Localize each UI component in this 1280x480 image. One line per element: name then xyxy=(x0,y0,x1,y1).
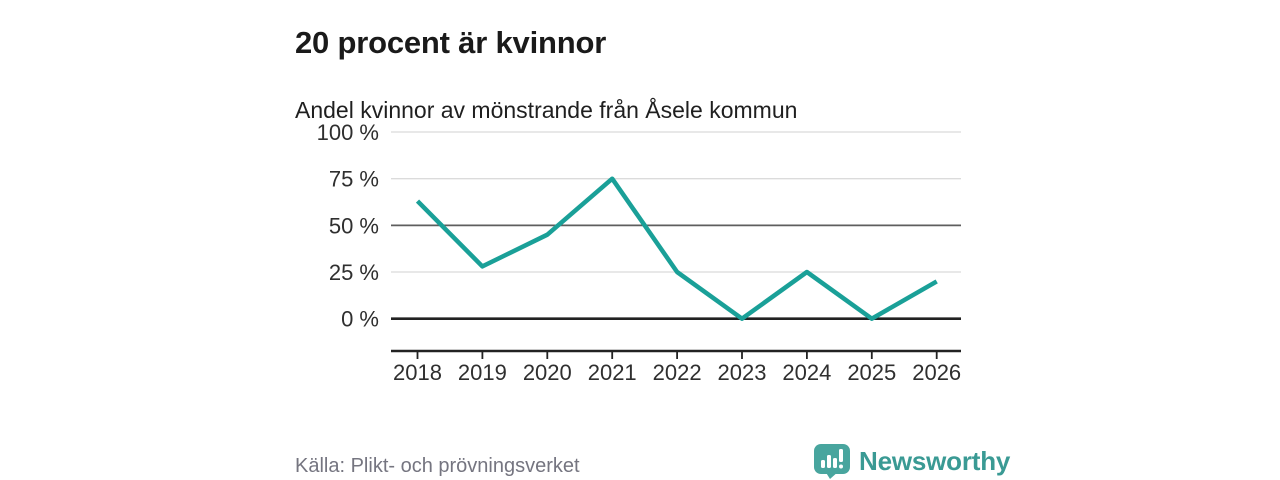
x-axis-label: 2025 xyxy=(847,360,896,385)
y-axis-label: 75 % xyxy=(329,167,379,192)
y-axis-label: 25 % xyxy=(329,260,379,285)
x-axis-label: 2018 xyxy=(393,360,442,385)
x-axis-label: 2024 xyxy=(782,360,831,385)
x-axis-label: 2026 xyxy=(912,360,961,385)
chart-title: 20 procent är kvinnor xyxy=(295,24,607,60)
x-axis-label: 2020 xyxy=(523,360,572,385)
newsworthy-wordmark: Newsworthy xyxy=(859,446,1011,476)
newsworthy-logo: Newsworthy xyxy=(813,443,1010,480)
chart-subtitle: Andel kvinnor av mönstrande från Åsele k… xyxy=(295,97,798,124)
line-chart: 0 % 25 % 50 % 75 % 100 % 2018 2019 2020 2021 2022… xyxy=(317,120,962,385)
x-axis-label: 2023 xyxy=(718,360,767,385)
x-axis-label: 2019 xyxy=(458,360,507,385)
y-axis-label: 100 % xyxy=(317,120,379,145)
data-line xyxy=(415,176,938,321)
y-axis-label: 50 % xyxy=(329,213,379,238)
x-axis-label: 2022 xyxy=(653,360,702,385)
y-axis-label: 0 % xyxy=(341,307,379,332)
x-axis-label: 2021 xyxy=(588,360,637,385)
newsworthy-logo-icon xyxy=(814,444,850,479)
source-note: Källa: Plikt- och prövningsverket xyxy=(295,455,580,477)
